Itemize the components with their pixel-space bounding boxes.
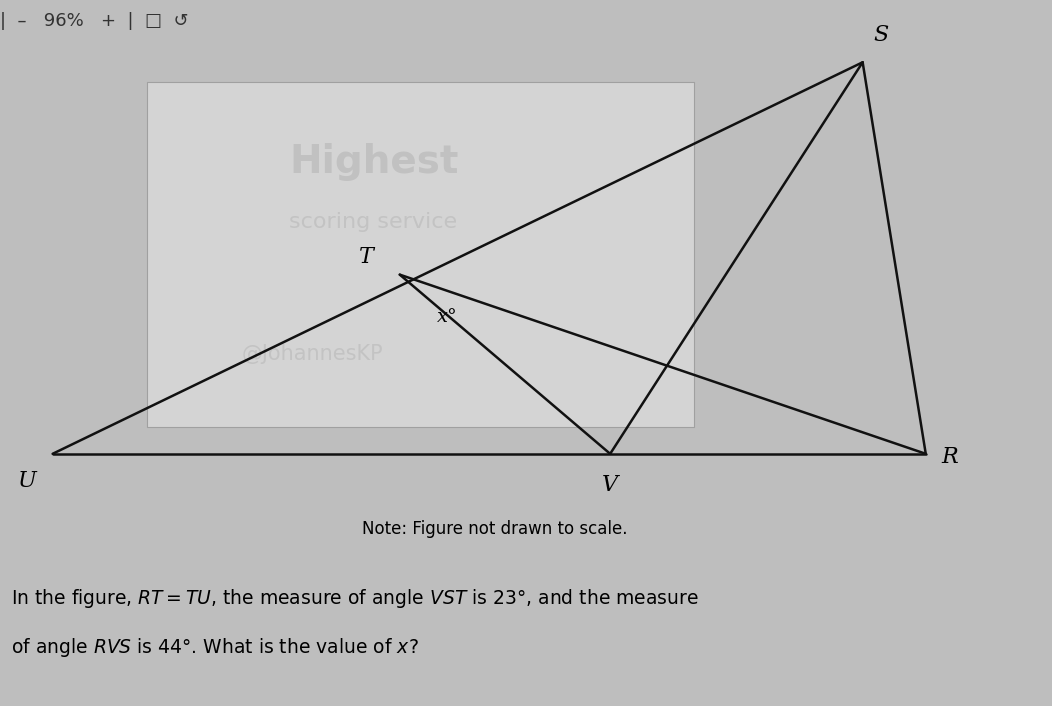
Text: In the figure, $RT = TU$, the measure of angle $VST$ is 23°, and the measure: In the figure, $RT = TU$, the measure of… — [11, 587, 699, 609]
Text: Note: Figure not drawn to scale.: Note: Figure not drawn to scale. — [362, 520, 627, 538]
Text: T: T — [359, 246, 373, 268]
Text: U: U — [18, 470, 37, 492]
Text: R: R — [942, 446, 958, 468]
FancyBboxPatch shape — [147, 82, 694, 427]
Text: @JohannesKP: @JohannesKP — [242, 345, 384, 364]
Text: S: S — [873, 24, 888, 46]
Text: x°: x° — [437, 308, 458, 325]
Text: Highest: Highest — [289, 143, 459, 181]
Text: V: V — [602, 474, 619, 496]
Text: scoring service: scoring service — [289, 212, 458, 232]
Text: of angle $RVS$ is 44°. What is the value of $x$?: of angle $RVS$ is 44°. What is the value… — [11, 636, 419, 659]
Text: |  –   96%   +  |  □  ↺: | – 96% + | □ ↺ — [0, 12, 188, 30]
